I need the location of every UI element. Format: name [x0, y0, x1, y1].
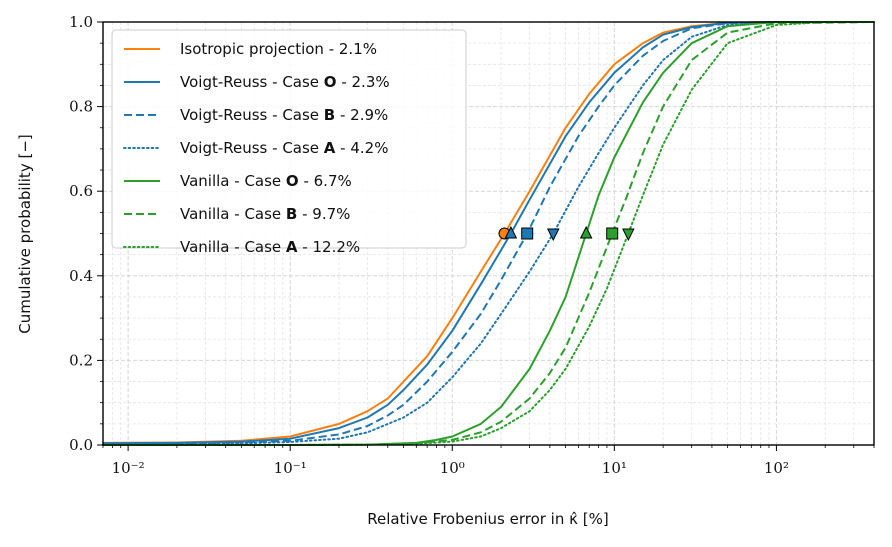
x-tick-label: 10⁻¹ — [274, 459, 307, 477]
series-line-1 — [102, 21, 874, 445]
y-tick-label: 0.4 — [69, 267, 93, 285]
median-marker-3 — [546, 228, 560, 242]
series-line-0 — [102, 21, 874, 444]
legend-entry-5: Vanilla - Case B - 9.7% — [180, 205, 350, 223]
legend-entry-2: Voigt-Reuss - Case B - 2.9% — [180, 106, 388, 124]
x-tick-label: 10⁻² — [112, 459, 145, 477]
y-tick-label: 1.0 — [69, 13, 93, 31]
legend-entry-1: Voigt-Reuss - Case O - 2.3% — [180, 73, 390, 91]
median-marker-4 — [579, 225, 593, 239]
x-tick-label: 10¹ — [602, 459, 627, 477]
legend-entry-3: Voigt-Reuss - Case A - 4.2% — [180, 139, 388, 157]
legend-entry-4: Vanilla - Case O - 6.7% — [180, 172, 352, 190]
x-tick-label: 10⁰ — [440, 459, 465, 477]
series-group — [102, 21, 875, 446]
median-marker-2 — [521, 227, 534, 240]
series-line-2 — [102, 21, 874, 445]
series-line-6 — [102, 21, 875, 446]
y-tick-label: 0.0 — [69, 436, 93, 454]
median-markers — [498, 225, 635, 242]
legend-entry-0: Isotropic projection - 2.1% — [180, 40, 377, 58]
median-marker-5 — [606, 227, 619, 240]
series-line-3 — [102, 21, 875, 446]
y-tick-label: 0.8 — [69, 98, 93, 116]
legend-box — [111, 29, 467, 249]
median-marker-1 — [504, 225, 518, 239]
y-tick-label: 0.6 — [69, 182, 93, 200]
legend-entry-6: Vanilla - Case A - 12.2% — [180, 238, 360, 256]
x-axis-label: Relative Frobenius error in κ̂ [%] — [367, 510, 608, 528]
ticks: 10⁻² 10⁻¹ 10⁰ 10¹ 10² 0.0 0.2 0.4 0.6 0.8 1.0 — [69, 13, 875, 477]
y-axis-label: Cumulative probability [−] — [16, 134, 34, 333]
y-tick-label: 0.2 — [69, 351, 93, 369]
x-tick-label: 10² — [764, 459, 789, 477]
median-marker-6 — [622, 228, 635, 242]
legend: Isotropic projection - 2.1% Voigt-Reuss -… — [111, 29, 467, 256]
